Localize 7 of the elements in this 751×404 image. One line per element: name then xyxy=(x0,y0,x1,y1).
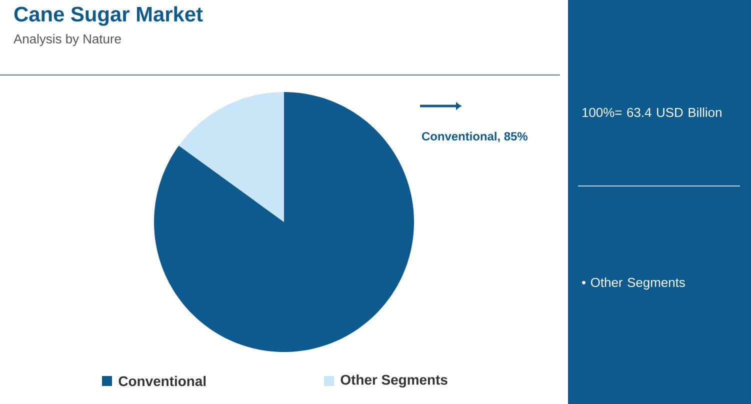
text: 100%= 63.4 USD Billion xyxy=(582,108,722,118)
chart-title: Cane Sugar Market xyxy=(14,6,203,26)
text: • Other Segments xyxy=(582,278,685,290)
legend-label: Other Segments xyxy=(340,374,448,388)
data-label: Conventional, 85% xyxy=(422,132,528,142)
legend-label: Conventional xyxy=(118,376,206,386)
chart-subtitle: Analysis by Nature xyxy=(14,34,121,46)
